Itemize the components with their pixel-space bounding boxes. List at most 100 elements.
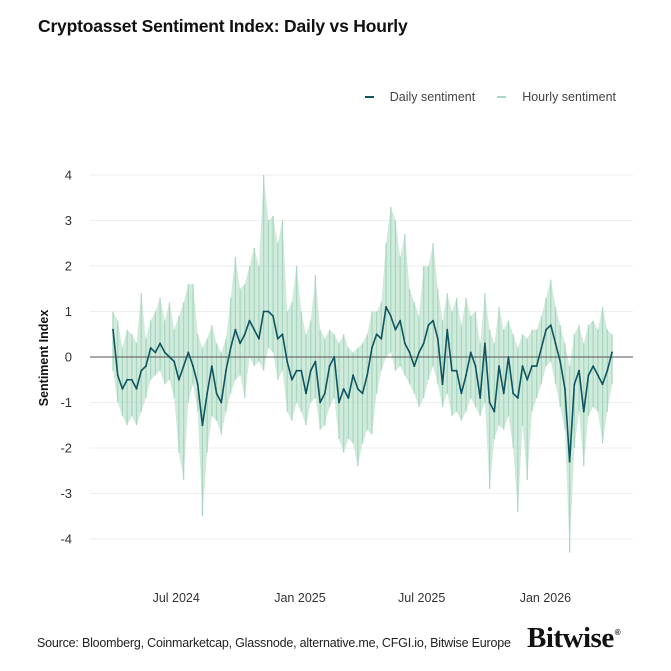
daily-sentiment-point <box>333 356 336 358</box>
x-tick-label: Jan 2025 <box>274 591 325 605</box>
daily-sentiment-point <box>474 365 477 367</box>
daily-sentiment-point <box>516 397 519 399</box>
daily-sentiment-point <box>451 369 453 372</box>
y-tick-label: 2 <box>65 259 72 274</box>
daily-sentiment-point <box>582 410 585 413</box>
y-tick-label: -1 <box>60 395 72 410</box>
daily-sentiment-point <box>328 365 331 367</box>
daily-sentiment-point <box>234 328 237 331</box>
daily-sentiment-point <box>366 374 369 377</box>
daily-sentiment-point <box>601 383 604 386</box>
daily-sentiment-point <box>587 374 590 377</box>
daily-sentiment-point <box>606 369 609 372</box>
daily-sentiment-point <box>342 387 345 390</box>
daily-sentiment-point <box>611 351 613 354</box>
daily-sentiment-point <box>130 378 133 381</box>
daily-sentiment-point <box>215 392 218 395</box>
daily-sentiment-point <box>145 365 147 367</box>
y-tick-label: 1 <box>65 304 72 319</box>
daily-sentiment-point <box>248 319 251 322</box>
daily-sentiment-point <box>290 378 293 381</box>
daily-sentiment-point <box>380 337 383 340</box>
chart-title: Cryptoasset Sentiment Index: Daily vs Ho… <box>38 16 408 36</box>
daily-sentiment-point <box>187 351 190 354</box>
legend-item-daily: Daily sentiment <box>364 90 475 104</box>
daily-sentiment-point <box>531 365 533 367</box>
daily-sentiment-point <box>418 351 420 354</box>
daily-sentiment-point <box>413 365 416 367</box>
source-note: Source: Bloomberg, Coinmarketcap, Glassn… <box>37 636 511 650</box>
daily-sentiment-point <box>352 374 354 377</box>
legend-label-hourly: Hourly sentiment <box>522 90 616 104</box>
bitwise-logo: Bitwise® <box>527 622 621 655</box>
daily-sentiment-point <box>192 365 194 367</box>
daily-sentiment-point <box>521 365 524 367</box>
daily-sentiment-point <box>568 460 571 463</box>
daily-sentiment-point <box>196 383 199 386</box>
y-tick-label: 0 <box>65 350 72 365</box>
daily-sentiment-point <box>286 360 289 363</box>
daily-sentiment-point <box>116 374 119 377</box>
logo-text: Bitwise <box>527 622 614 654</box>
daily-sentiment-point <box>545 328 547 331</box>
daily-sentiment-point <box>305 392 307 395</box>
daily-sentiment-point <box>210 365 213 367</box>
daily-sentiment-point <box>361 392 364 395</box>
daily-sentiment-point <box>295 369 298 372</box>
legend-swatch-hourly <box>497 96 507 98</box>
daily-sentiment-point <box>309 369 312 372</box>
daily-sentiment-point <box>427 324 430 327</box>
daily-sentiment-point <box>394 328 397 331</box>
legend: Daily sentiment Hourly sentiment <box>343 90 616 104</box>
daily-sentiment-point <box>573 383 576 386</box>
daily-sentiment-point <box>314 360 317 363</box>
daily-sentiment-point <box>173 360 176 363</box>
daily-sentiment-point <box>455 369 458 372</box>
daily-sentiment-point <box>399 319 402 322</box>
daily-sentiment-point <box>512 392 515 395</box>
daily-sentiment-point <box>422 342 425 345</box>
daily-sentiment-point <box>225 369 227 372</box>
daily-sentiment-point <box>182 365 185 367</box>
y-tick-label: -3 <box>60 486 72 501</box>
y-tick-label: -2 <box>60 441 72 456</box>
daily-sentiment-point <box>253 328 256 331</box>
daily-sentiment-point <box>493 410 496 413</box>
daily-sentiment-point <box>469 351 472 354</box>
daily-sentiment-point <box>436 337 439 340</box>
daily-sentiment-point <box>319 401 322 404</box>
daily-sentiment-point <box>559 360 562 363</box>
daily-sentiment-point <box>535 365 538 367</box>
daily-sentiment-point <box>403 342 406 345</box>
daily-sentiment-point <box>479 397 482 399</box>
daily-sentiment-point <box>272 315 274 317</box>
daily-sentiment-point <box>465 374 467 377</box>
legend-item-hourly: Hourly sentiment <box>497 90 616 104</box>
daily-sentiment-point <box>375 333 378 336</box>
daily-sentiment-point <box>507 356 510 358</box>
daily-sentiment-point <box>243 333 246 336</box>
daily-sentiment-point <box>168 356 171 358</box>
daily-sentiment-point <box>432 319 435 322</box>
daily-sentiment-point <box>502 392 505 395</box>
daily-sentiment-point <box>159 342 161 345</box>
daily-sentiment-point <box>112 328 114 331</box>
daily-sentiment-point <box>121 387 124 390</box>
daily-sentiment-point <box>206 392 209 395</box>
daily-sentiment-point <box>229 347 232 349</box>
registered-mark: ® <box>614 628 621 637</box>
daily-sentiment-point <box>267 310 270 313</box>
x-tick-label: Jul 2024 <box>153 591 200 605</box>
daily-sentiment-point <box>239 342 242 345</box>
daily-sentiment-point <box>347 397 350 399</box>
daily-sentiment-point <box>441 383 444 386</box>
x-tick-label: Jan 2026 <box>520 591 571 605</box>
daily-sentiment-point <box>578 369 580 372</box>
daily-sentiment-point <box>356 387 359 390</box>
daily-sentiment-point <box>135 387 138 390</box>
daily-sentiment-point <box>540 347 543 349</box>
daily-sentiment-point <box>258 337 260 340</box>
daily-sentiment-point <box>549 324 552 327</box>
daily-sentiment-point <box>554 342 557 345</box>
